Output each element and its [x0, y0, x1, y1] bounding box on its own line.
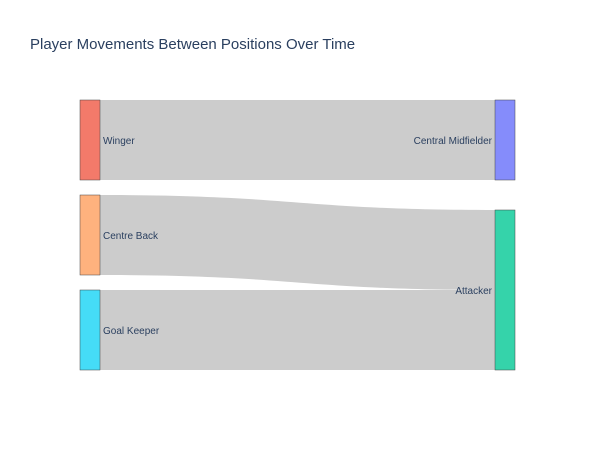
sankey-link-centre_back-to-attacker [100, 195, 495, 290]
sankey-node-attacker [494, 209, 516, 371]
sankey-node-goal_keeper [79, 289, 101, 371]
sankey-link-winger-to-central_midfielder [100, 100, 495, 180]
sankey-label-attacker: Attacker [455, 286, 492, 297]
sankey-link-goal_keeper-to-attacker [100, 290, 495, 370]
sankey-label-winger: Winger [103, 136, 135, 147]
sankey-label-central_midfielder: Central Midfielder [414, 136, 493, 147]
sankey-node-central_midfielder [494, 99, 516, 181]
sankey-label-goal_keeper: Goal Keeper [103, 326, 160, 337]
chart-title: Player Movements Between Positions Over … [30, 36, 356, 53]
sankey-node-centre_back [79, 194, 101, 276]
sankey-label-centre_back: Centre Back [103, 231, 159, 242]
sankey-node-winger [79, 99, 101, 181]
